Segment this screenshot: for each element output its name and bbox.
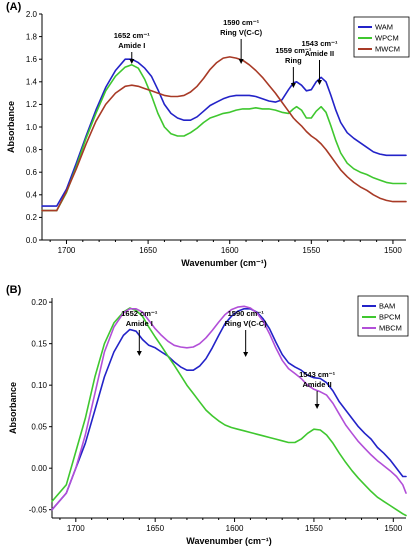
y-tick-label: 0.10 <box>31 381 47 390</box>
y-tick-label: 2.0 <box>26 10 38 19</box>
series-line-bpcm <box>51 307 407 517</box>
legend-label: BAM <box>379 302 395 311</box>
series-line-bam <box>51 308 407 511</box>
panel-b: (B) -0.05 0.00 0.05 0.10 0.15 0.20 1700 1650 1600… <box>6 284 409 546</box>
panel-a: (A) 0.0 0.2 0.4 0.6 0.8 1.0 1.2 1.4 1.6 1.8 2.0 1700… <box>6 1 410 268</box>
annotation-arrow-head <box>238 59 244 64</box>
annotation-arrow-head <box>314 404 320 409</box>
x-axis-title: Wavenumber (cm⁻¹) <box>181 258 266 268</box>
y-tick-label: 0.05 <box>31 422 47 431</box>
annotation-label: Ring V(C-C) <box>220 28 263 37</box>
y-tick-label: 0.20 <box>31 298 47 307</box>
series-line-mbcm <box>51 305 407 511</box>
y-tick-label: 0.4 <box>26 191 38 200</box>
y-tick-label: 1.8 <box>26 32 38 41</box>
annotation-label: Ring <box>285 56 302 65</box>
annotation-wavenumber: 1543 cm⁻¹ <box>299 370 336 379</box>
annotation-arrow-head <box>136 351 142 356</box>
annotation-label: Ring V(C-C) <box>225 319 268 328</box>
series-line-wam <box>41 58 407 207</box>
y-tick-label: -0.05 <box>29 505 48 514</box>
y-axis-title: Absorbance <box>8 382 18 434</box>
y-tick-label: 0.2 <box>26 213 38 222</box>
x-tick-label: 1550 <box>305 524 323 533</box>
series-line-wpcm <box>41 64 407 212</box>
annotation-wavenumber: 1590 cm⁻¹ <box>228 309 265 318</box>
y-tick-label: 1.4 <box>26 78 38 87</box>
annotation-wavenumber: 1543 cm⁻¹ <box>301 39 338 48</box>
y-tick-label: 0.8 <box>26 145 38 154</box>
legend-label: BPCM <box>379 313 401 322</box>
annotation-label: Amide I <box>118 41 145 50</box>
panel-label: (A) <box>6 1 22 13</box>
x-tick-label: 1650 <box>146 524 164 533</box>
annotation-label: Amide II <box>305 49 334 58</box>
annotation-wavenumber: 1559 cm⁻¹ <box>275 46 312 55</box>
x-axis-title: Wavenumber (cm⁻¹) <box>186 536 271 546</box>
y-tick-label: 1.0 <box>26 123 38 132</box>
annotation-arrow-head <box>129 59 135 64</box>
y-tick-label: 0.6 <box>26 168 38 177</box>
x-tick-label: 1700 <box>58 246 76 255</box>
legend-label: WPCM <box>375 34 399 43</box>
legend-label: MBCM <box>379 324 402 333</box>
x-tick-label: 1700 <box>67 524 85 533</box>
x-tick-label: 1500 <box>384 246 402 255</box>
y-tick-label: 1.6 <box>26 55 38 64</box>
panel-label: (B) <box>6 284 22 296</box>
annotation-wavenumber: 1652 cm⁻¹ <box>114 31 151 40</box>
y-tick-label: 1.2 <box>26 100 38 109</box>
y-tick-label: 0.0 <box>26 236 38 245</box>
x-tick-label: 1550 <box>302 246 320 255</box>
annotation-wavenumber: 1590 cm⁻¹ <box>223 18 260 27</box>
annotation-arrow-head <box>290 83 296 88</box>
x-tick-label: 1500 <box>384 524 402 533</box>
y-tick-label: 0.00 <box>31 464 47 473</box>
y-tick-label: 0.15 <box>31 339 47 348</box>
annotation-label: Amide I <box>126 319 153 328</box>
legend: BAM BPCM MBCM <box>357 295 409 337</box>
annotation-arrow-head <box>316 80 322 85</box>
x-tick-label: 1600 <box>226 524 244 533</box>
legend-label: WAM <box>375 23 393 32</box>
annotation-arrow-head <box>243 352 249 357</box>
legend: WAM WPCM MWCM <box>353 16 410 58</box>
y-axis-title: Absorbance <box>6 101 16 153</box>
series-line-mwcm <box>41 56 407 212</box>
legend-label: MWCM <box>375 45 400 54</box>
x-tick-label: 1650 <box>139 246 157 255</box>
x-tick-label: 1600 <box>221 246 239 255</box>
annotation-label: Amide II <box>303 380 332 389</box>
annotation-wavenumber: 1652 cm⁻¹ <box>121 309 158 318</box>
